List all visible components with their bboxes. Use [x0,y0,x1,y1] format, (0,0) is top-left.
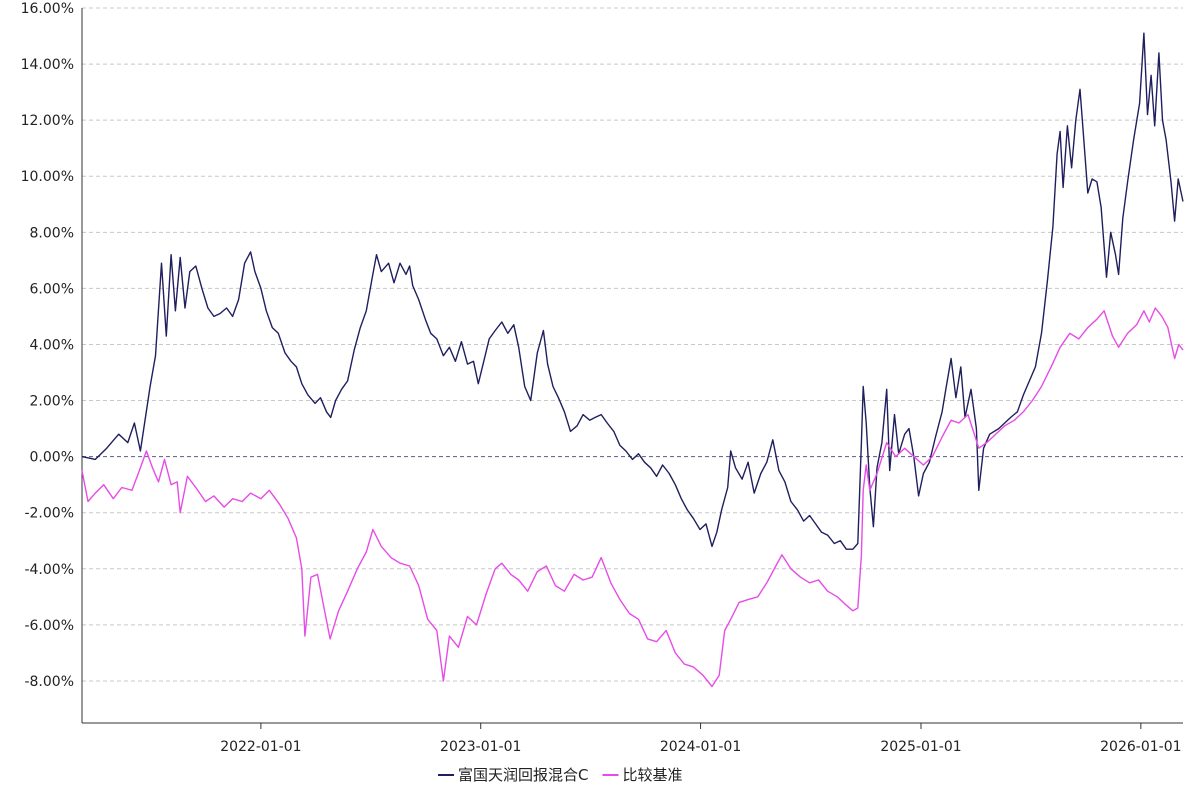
x-axis-ticks: 2022-01-01 2023-01-01 2024-01-01 2025-01-01… [220,723,1182,755]
x-tick-label: 2022-01-01 [220,739,301,755]
y-tick-label: 6.00% [30,281,74,297]
y-tick-label: 8.00% [30,225,74,241]
legend-label: 富国天润回报混合C [458,766,588,784]
y-tick-label: 16.00% [21,1,74,17]
y-tick-label: 0.00% [30,450,74,466]
x-tick-label: 2024-01-01 [660,739,741,755]
y-tick-label: 12.00% [21,113,74,129]
y-tick-label: 4.00% [30,337,74,353]
series-line-2 [81,307,1184,688]
x-tick-label: 2026-01-01 [1100,739,1181,755]
y-tick-label: -2.00% [24,506,74,522]
y-tick-label: -4.00% [24,562,74,578]
x-tick-label: 2025-01-01 [880,739,961,755]
series-lines [81,32,1184,688]
y-tick-label: -8.00% [24,674,74,690]
x-tick-label: 2023-01-01 [440,739,521,755]
y-axis-ticks: 16.00% 14.00% 12.00% 10.00% 8.00% 6.00% 4.00% 2… [21,1,74,690]
legend: 富国天润回报混合C 比较基准 [438,766,683,784]
y-tick-label: 10.00% [21,169,74,185]
series-line-1 [81,32,1184,550]
y-tick-label: -6.00% [24,618,74,634]
legend-label: 比较基准 [622,766,682,784]
grid-lines [82,7,1183,682]
y-tick-label: 2.00% [30,394,74,410]
axes [81,8,1183,724]
y-tick-label: 14.00% [21,57,74,73]
